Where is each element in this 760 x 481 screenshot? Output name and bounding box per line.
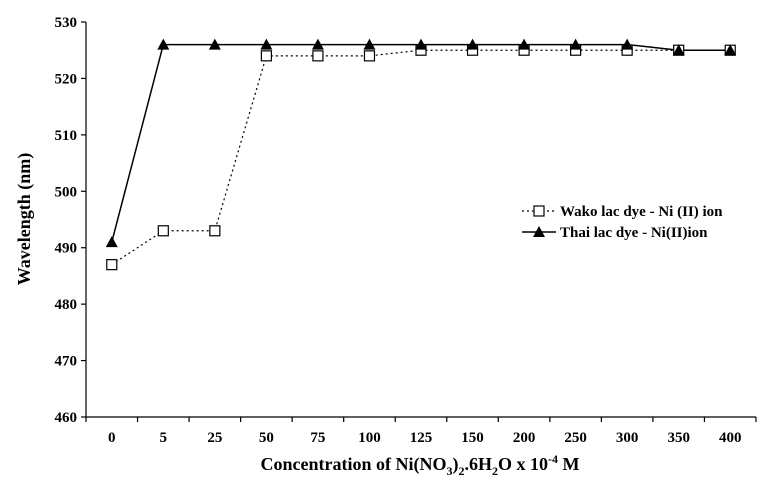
x-axis-title-mid2: .6H [464,454,492,474]
data-point-thai [363,38,376,50]
y-tick-label: 500 [55,184,78,200]
y-tick-label: 520 [55,71,78,87]
x-axis-title-sup: -4 [548,452,558,466]
x-tick-label: 100 [358,430,381,446]
x-tick-label: 200 [513,430,536,446]
y-axis-title: Wavelength (nm) [14,153,35,286]
x-tick-label: 0 [108,430,116,446]
legend-label-thai: Thai lac dye - Ni(II)ion [560,225,708,241]
y-tick-label: 490 [55,241,78,257]
x-axis-title-sub1: 3 [446,464,452,478]
data-point-thai [311,38,324,50]
legend-marker-thai [533,226,545,237]
x-tick-label: 300 [616,430,639,446]
data-point-thai [518,38,531,50]
series-layer [105,38,737,271]
x-axis-title-mid3: O x 10 [498,454,548,474]
data-point-wako [363,50,376,62]
legend-item-wako: Wako lac dye - Ni (II) ion [522,204,723,220]
y-tick-label: 470 [55,354,78,370]
x-ticks: 0 5 25 50 75 100 125 150 200 250 300 350 400 [85,417,757,446]
y-tick-label: 510 [55,128,78,144]
legend-item-thai: Thai lac dye - Ni(II)ion [522,225,708,241]
data-point-thai [724,44,737,56]
legend-label-wako: Wako lac dye - Ni (II) ion [560,204,723,220]
x-axis-title-sub3: 2 [492,464,498,478]
data-point-thai [466,38,479,50]
x-axis-title: Concentration of Ni(NO3)2.6H2O x 10-4 M [260,452,579,478]
y-tick-label: 460 [55,410,78,426]
x-tick-label: 400 [719,430,742,446]
y-tick-label: 530 [55,15,78,31]
y-ticks: 460 470 480 490 500 510 520 530 [55,15,86,426]
axes [85,22,756,418]
y-tick-label: 480 [55,297,78,313]
data-point-wako [209,225,221,237]
x-axis-title-sub2: 2 [458,464,464,478]
x-tick-label: 125 [410,430,433,446]
x-axis-title-mid1: ) [452,454,458,475]
data-point-thai [260,38,273,50]
data-point-thai [157,38,170,50]
x-tick-label: 250 [564,430,587,446]
x-tick-label: 350 [667,430,690,446]
legend: Wako lac dye - Ni (II) ion Thai lac dye … [522,204,723,241]
data-point-wako [157,225,169,237]
x-tick-label: 5 [160,430,168,446]
x-tick-label: 50 [259,430,274,446]
data-point-wako [312,50,324,62]
data-point-thai [105,236,118,248]
data-point-thai [415,38,427,50]
x-tick-label: 75 [310,430,325,446]
data-point-thai [208,38,221,50]
x-tick-label: 25 [207,430,222,446]
x-tick-label: 150 [461,430,484,446]
x-axis-title-suffix: M [558,454,580,474]
data-point-thai [672,44,685,56]
data-point-thai [569,38,582,50]
data-point-thai [621,38,634,50]
x-axis-title-prefix: Concentration of Ni(NO [260,454,446,475]
data-point-wako [106,259,118,271]
data-point-wako [260,50,272,62]
legend-marker-wako [533,205,545,217]
